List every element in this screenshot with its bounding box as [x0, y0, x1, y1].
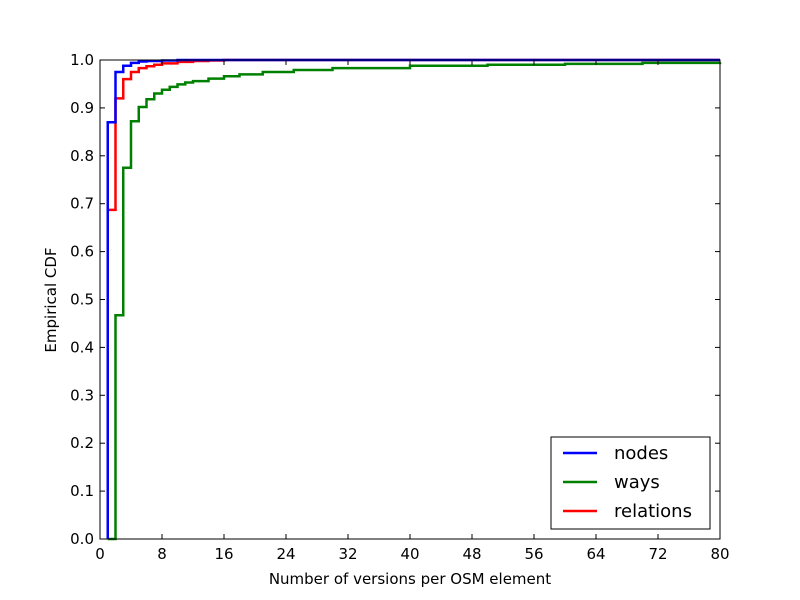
legend: nodes ways relations	[550, 436, 711, 530]
x-tick-label: 64	[586, 545, 605, 563]
legend-label-relations: relations	[614, 501, 692, 522]
x-tick-label: 48	[462, 545, 481, 563]
legend-label-nodes: nodes	[614, 443, 668, 464]
legend-label-ways: ways	[614, 472, 660, 493]
x-tick-label: 8	[157, 545, 167, 563]
y-tick-label: 0.0	[70, 530, 94, 548]
x-axis-title: Number of versions per OSM element	[269, 570, 551, 588]
y-tick-label: 0.3	[70, 386, 94, 404]
tick-layer: 0 8 16 24 32 40 48 56 64 72 80 0.0 0.1 0.2 0.3 0.4 0.5 0.…	[70, 51, 729, 563]
x-tick-label: 0	[95, 545, 105, 563]
y-tick-label: 0.7	[70, 195, 94, 213]
y-tick-label: 1.0	[70, 51, 94, 69]
y-axis-title: Empirical CDF	[42, 247, 60, 352]
x-tick-label: 56	[524, 545, 543, 563]
x-tick-label: 40	[400, 545, 419, 563]
x-tick-label: 16	[214, 545, 233, 563]
series-line-ways	[107, 61, 722, 541]
y-tick-label: 0.4	[70, 338, 94, 356]
y-tick-label: 0.5	[70, 291, 94, 309]
x-tick-label: 80	[710, 545, 729, 563]
y-tick-label: 0.6	[70, 243, 94, 261]
y-tick-label: 0.2	[70, 434, 94, 452]
y-tick-label: 0.8	[70, 147, 94, 165]
y-tick-label: 0.1	[70, 482, 94, 500]
x-tick-label: 72	[648, 545, 667, 563]
y-tick-label: 0.9	[70, 99, 94, 117]
legend-items: nodes ways relations	[563, 443, 692, 522]
x-tick-label: 32	[338, 545, 357, 563]
x-tick-label: 24	[276, 545, 295, 563]
